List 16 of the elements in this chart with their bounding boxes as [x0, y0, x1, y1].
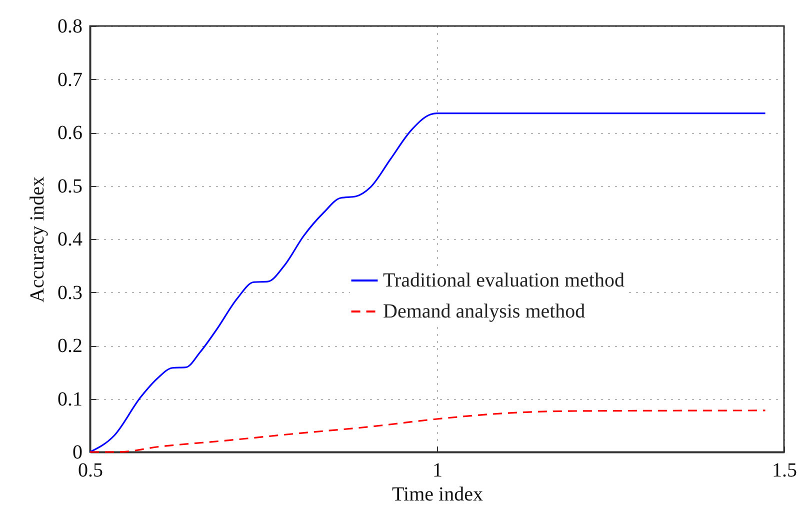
y-tick-label: 0.2	[58, 335, 82, 357]
y-tick-label: 0.7	[58, 68, 82, 91]
legend-label: Demand analysis method	[383, 300, 586, 322]
y-tick-label: 0.6	[58, 122, 82, 144]
y-tick-label: 0.8	[58, 16, 82, 38]
x-tick-label: 1	[432, 460, 442, 482]
line-series	[89, 410, 766, 453]
line-series	[89, 112, 766, 453]
y-tick-label: 0.3	[58, 282, 82, 304]
y-axis-title: Accuracy index	[26, 176, 48, 303]
y-tick-label: 0.4	[58, 228, 82, 250]
y-tick-label: 0.5	[58, 175, 82, 198]
x-tick-label: 1.5	[772, 460, 797, 482]
x-axis-title: Time index	[392, 484, 483, 506]
legend-label: Traditional evaluation method	[383, 270, 624, 292]
y-tick-label: 0.1	[58, 388, 82, 410]
